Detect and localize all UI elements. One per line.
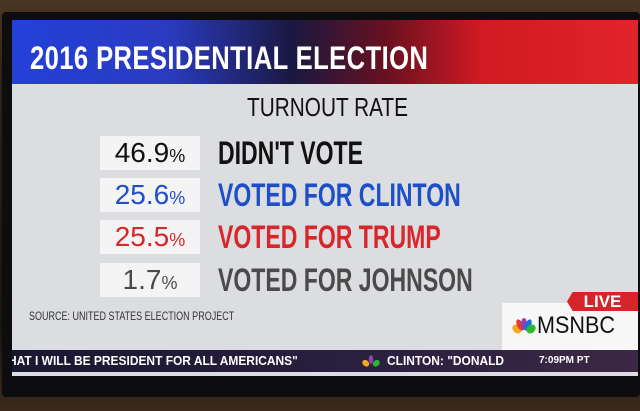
graphic-title: 2016 PRESIDENTIAL ELECTION bbox=[30, 40, 429, 76]
news-ticker: HAT I WILL BE PRESIDENT FOR ALL AMERICAN… bbox=[12, 350, 638, 372]
tv-screen: 2016 PRESIDENTIAL ELECTION TURNOUT RATE … bbox=[12, 20, 638, 376]
percent-unit: % bbox=[169, 146, 186, 166]
percent-box: 1.7% bbox=[100, 263, 200, 297]
row-label: VOTED FOR CLINTON bbox=[218, 177, 461, 213]
percent-value: 25.6 bbox=[114, 179, 170, 210]
percent-value: 46.9 bbox=[114, 137, 170, 168]
source-note: SOURCE: UNITED STATES ELECTION PROJECT bbox=[29, 309, 235, 323]
result-row: 25.6% VOTED FOR CLINTON bbox=[100, 178, 600, 212]
nbc-peacock-icon bbox=[512, 318, 536, 334]
graphic-subtitle: TURNOUT RATE bbox=[247, 92, 409, 122]
header-banner: 2016 PRESIDENTIAL ELECTION bbox=[12, 20, 638, 84]
percent-box: 46.9% bbox=[100, 136, 200, 170]
ticker-text: HAT I WILL BE PRESIDENT FOR ALL AMERICAN… bbox=[12, 353, 298, 368]
percent-unit: % bbox=[169, 188, 186, 208]
percent-unit: % bbox=[169, 230, 186, 250]
result-row: 46.9% DIDN'T VOTE bbox=[100, 136, 600, 170]
ticker-text: CLINTON: "DONALD bbox=[387, 353, 505, 368]
live-badge: LIVE bbox=[567, 292, 638, 311]
percent-box: 25.6% bbox=[100, 178, 200, 212]
row-label: VOTED FOR TRUMP bbox=[218, 219, 441, 255]
result-row: 1.7% VOTED FOR JOHNSON bbox=[100, 263, 600, 297]
result-row: 25.5% VOTED FOR TRUMP bbox=[100, 220, 600, 254]
network-name: MSNBC bbox=[537, 312, 616, 339]
row-label: DIDN'T VOTE bbox=[218, 135, 364, 171]
percent-value: 25.5 bbox=[114, 221, 170, 252]
percent-unit: % bbox=[161, 273, 178, 293]
percent-value: 1.7 bbox=[122, 264, 162, 295]
row-label: VOTED FOR JOHNSON bbox=[218, 262, 473, 298]
percent-box: 25.5% bbox=[100, 220, 200, 254]
nbc-peacock-icon bbox=[362, 355, 380, 367]
ticker-time: 7:09PM PT bbox=[539, 355, 590, 366]
